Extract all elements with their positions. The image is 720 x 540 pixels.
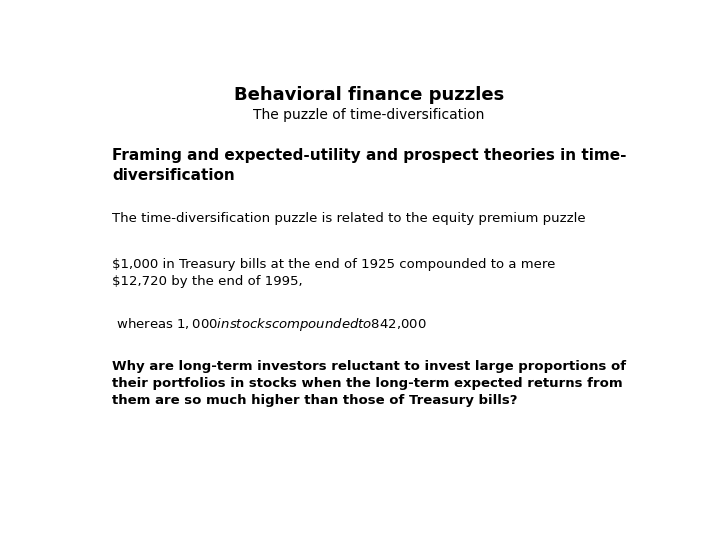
Text: The puzzle of time-diversification: The puzzle of time-diversification [253,109,485,123]
Text: whereas $1,000 in stocks compounded to $842,000: whereas $1,000 in stocks compounded to $… [112,316,427,333]
Text: Behavioral finance puzzles: Behavioral finance puzzles [234,85,504,104]
Text: Why are long-term investors reluctant to invest large proportions of
their portf: Why are long-term investors reluctant to… [112,360,626,407]
Text: The time-diversification puzzle is related to the equity premium puzzle: The time-diversification puzzle is relat… [112,212,586,225]
Text: Framing and expected-utility and prospect theories in time-
diversification: Framing and expected-utility and prospec… [112,148,627,183]
Text: $1,000 in Treasury bills at the end of 1925 compounded to a mere
$12,720 by the : $1,000 in Treasury bills at the end of 1… [112,258,556,288]
